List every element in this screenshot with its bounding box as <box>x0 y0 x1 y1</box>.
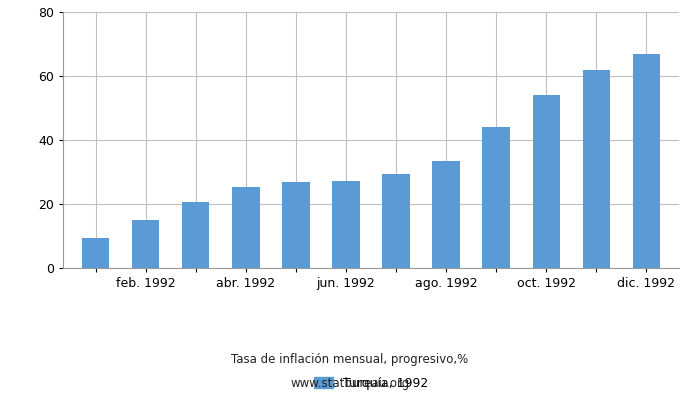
Bar <box>482 127 510 268</box>
Text: Tasa de inflación mensual, progresivo,%: Tasa de inflación mensual, progresivo,% <box>232 354 468 366</box>
Text: www.statbureau.org: www.statbureau.org <box>290 378 410 390</box>
Bar <box>82 238 109 268</box>
Legend: Turquía, 1992: Turquía, 1992 <box>309 372 433 395</box>
Bar <box>282 182 309 268</box>
Bar <box>182 202 209 268</box>
Bar <box>132 220 160 268</box>
Bar <box>382 174 410 268</box>
Bar <box>633 54 660 268</box>
Bar <box>332 181 360 268</box>
Bar <box>533 94 560 268</box>
Bar <box>232 187 260 268</box>
Bar <box>433 161 460 268</box>
Bar <box>582 70 610 268</box>
